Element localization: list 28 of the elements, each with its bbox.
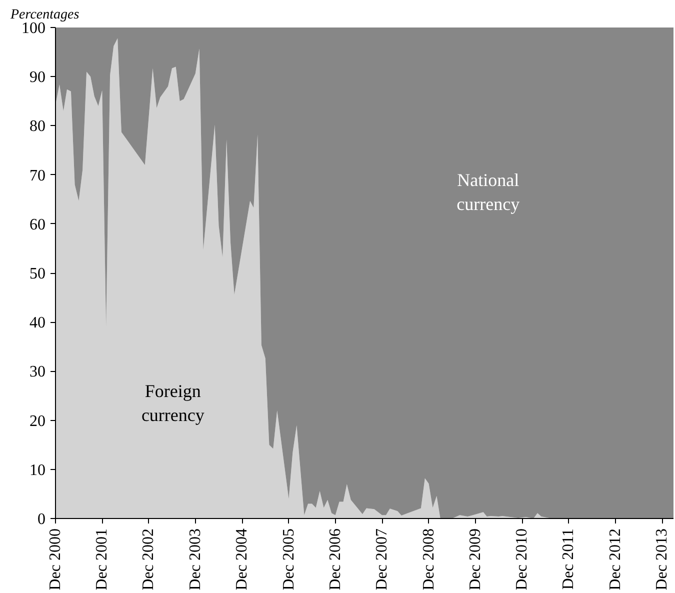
series-label: Foreign currency	[141, 381, 204, 426]
x-tick-label: Dec 2007	[374, 528, 390, 590]
y-tick-label: 50	[30, 266, 46, 282]
x-tick-label: Dec 2000	[47, 528, 64, 590]
x-tick-label: Dec 2013	[654, 528, 671, 590]
x-tick-label: Dec 2010	[514, 528, 530, 590]
series-label: National currency	[456, 170, 520, 214]
x-tick-label: Dec 2005	[280, 528, 298, 590]
x-tick-label: Dec 2001	[94, 528, 111, 590]
y-tick-label: 60	[30, 216, 46, 234]
y-tick-label: 10	[30, 462, 46, 479]
y-tick-label: 0	[38, 511, 46, 528]
x-tick-label: Dec 2009	[466, 528, 484, 590]
y-tick-label: 80	[30, 118, 46, 136]
y-tick-label: 100	[22, 20, 46, 37]
y-tick-label: 90	[30, 69, 46, 86]
y-tick-label: 40	[30, 314, 46, 332]
y-tick-label: 70	[30, 167, 46, 184]
y-tick-label: 30	[30, 364, 46, 381]
x-tick-label: Dec 2003	[186, 528, 204, 590]
y-axis-title: Percentages	[10, 8, 80, 22]
y-tick-label: 20	[30, 412, 46, 430]
x-tick-label: Dec 2011	[560, 528, 578, 590]
x-tick-label: Dec 2012	[606, 528, 624, 590]
x-tick-label: Dec 2004	[234, 528, 251, 590]
x-tick-label: Dec 2002	[140, 528, 158, 590]
x-tick-label: Dec 2006	[326, 528, 344, 590]
x-tick-label: Dec 2008	[420, 528, 438, 590]
